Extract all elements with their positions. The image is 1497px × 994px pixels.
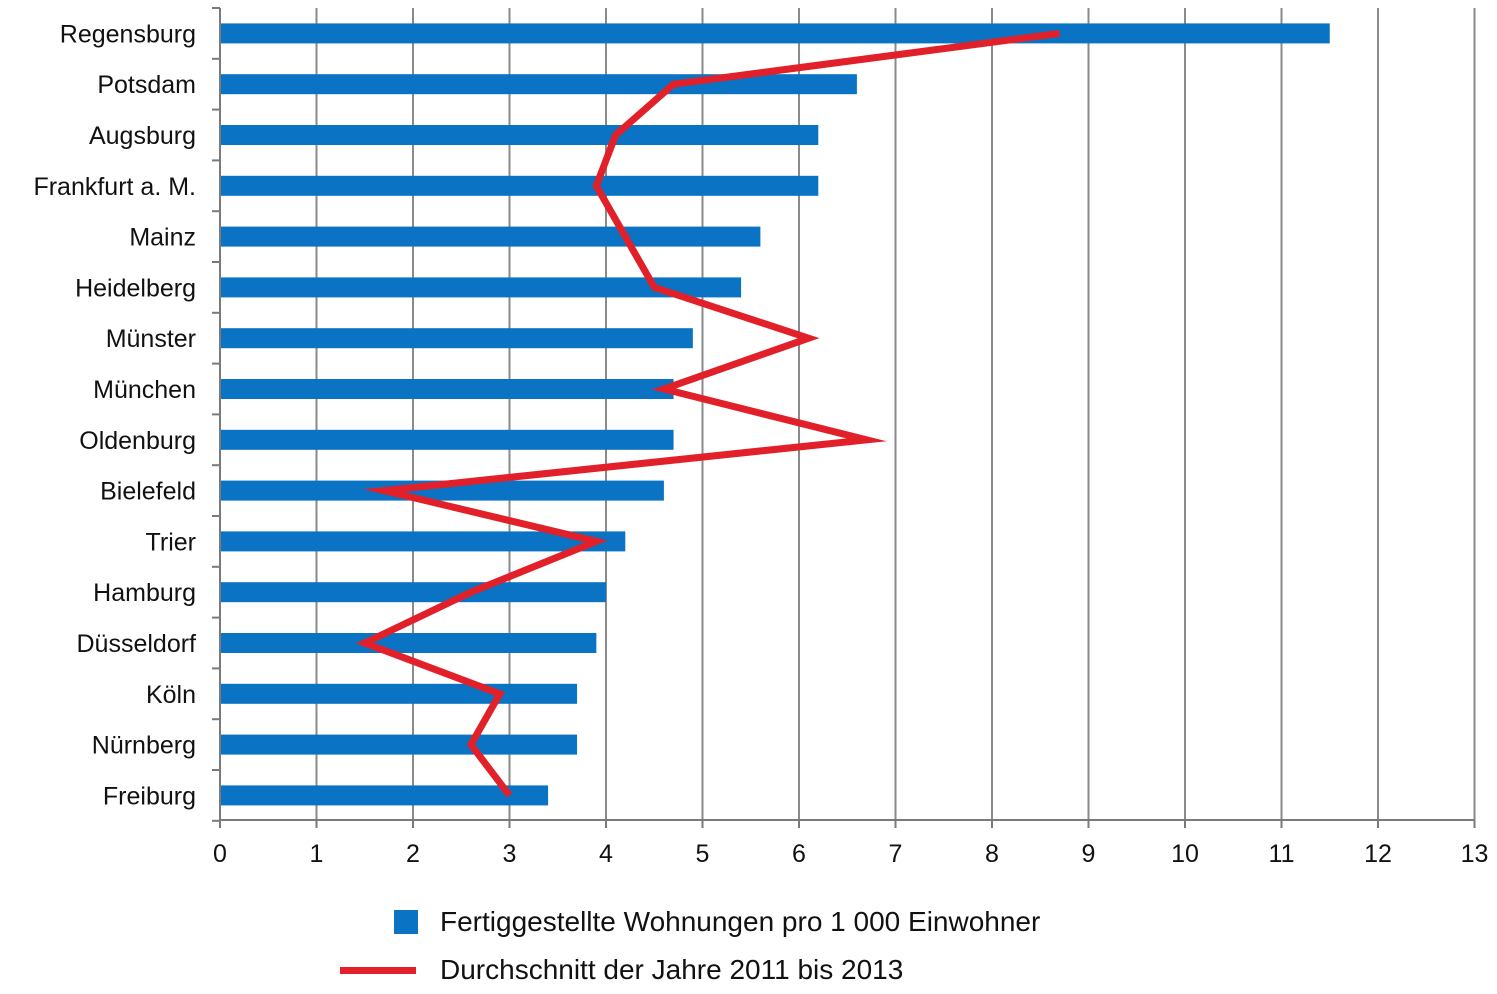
legend-label-line: Durchschnitt der Jahre 2011 bis 2013 [440,954,904,985]
x-tick-label: 11 [1269,840,1295,868]
bar-series [221,23,1330,806]
bar [221,23,1330,44]
x-tick-label: 2 [406,840,420,868]
average-line [355,29,1060,798]
bar [221,429,674,450]
bar [221,328,693,349]
category-label: Trier [146,528,196,556]
category-label: Nürnberg [92,732,196,760]
category-label: Düsseldorf [77,630,197,658]
bar [221,175,819,196]
category-label: Freiburg [103,782,196,810]
x-tick-label: 9 [1082,840,1096,868]
category-label: Frankfurt a. M. [33,173,196,201]
category-label: Hamburg [93,579,196,607]
legend-swatch-bar [394,910,418,934]
category-label: Bielefeld [100,478,196,506]
category-label: München [93,376,196,404]
bar [221,277,742,298]
bar [221,480,664,501]
x-tick-label: 3 [503,840,517,868]
bar [221,785,549,806]
legend-swatch-line [340,966,416,974]
x-tick-label: 10 [1171,840,1199,868]
x-tick-label: 8 [985,840,999,868]
bar [221,74,857,95]
x-tick-label: 4 [599,840,613,868]
legend-item-bars: Fertiggestellte Wohnungen pro 1 000 Einw… [340,898,1040,946]
bar [221,633,597,653]
line-series [355,29,1060,798]
bar [221,582,606,603]
legend-item-line: Durchschnitt der Jahre 2011 bis 2013 [340,946,1040,994]
bar [221,734,578,755]
x-tick-label: 1 [310,840,324,868]
x-tick-labels: 0 1 2 3 4 5 6 7 8 9 10 11 12 13 [213,840,1488,868]
axes [212,7,1476,828]
x-tick-label: 6 [792,840,806,868]
category-labels: Regensburg Potsdam Augsburg Frankfurt a. M.… [33,20,196,810]
legend: Fertiggestellte Wohnungen pro 1 000 Einw… [340,898,1040,994]
bar [221,379,674,399]
category-label: Heidelberg [75,274,196,302]
bar [221,683,578,704]
x-tick-label: 5 [696,840,710,868]
bar [221,531,626,552]
category-label: Potsdam [97,71,196,99]
legend-label-bars: Fertiggestellte Wohnungen pro 1 000 Einw… [440,906,1041,937]
bar [221,125,819,145]
x-tick-label: 7 [889,840,903,868]
category-label: Köln [146,681,196,709]
category-label: Münster [106,325,196,353]
category-label: Augsburg [89,122,196,150]
bar [221,226,761,247]
x-tick-label: 12 [1364,840,1392,868]
x-tick-label: 0 [213,840,227,868]
x-tick-label: 13 [1461,840,1489,868]
category-label: Oldenburg [79,427,196,455]
category-label: Mainz [129,224,196,252]
category-label: Regensburg [60,20,196,48]
